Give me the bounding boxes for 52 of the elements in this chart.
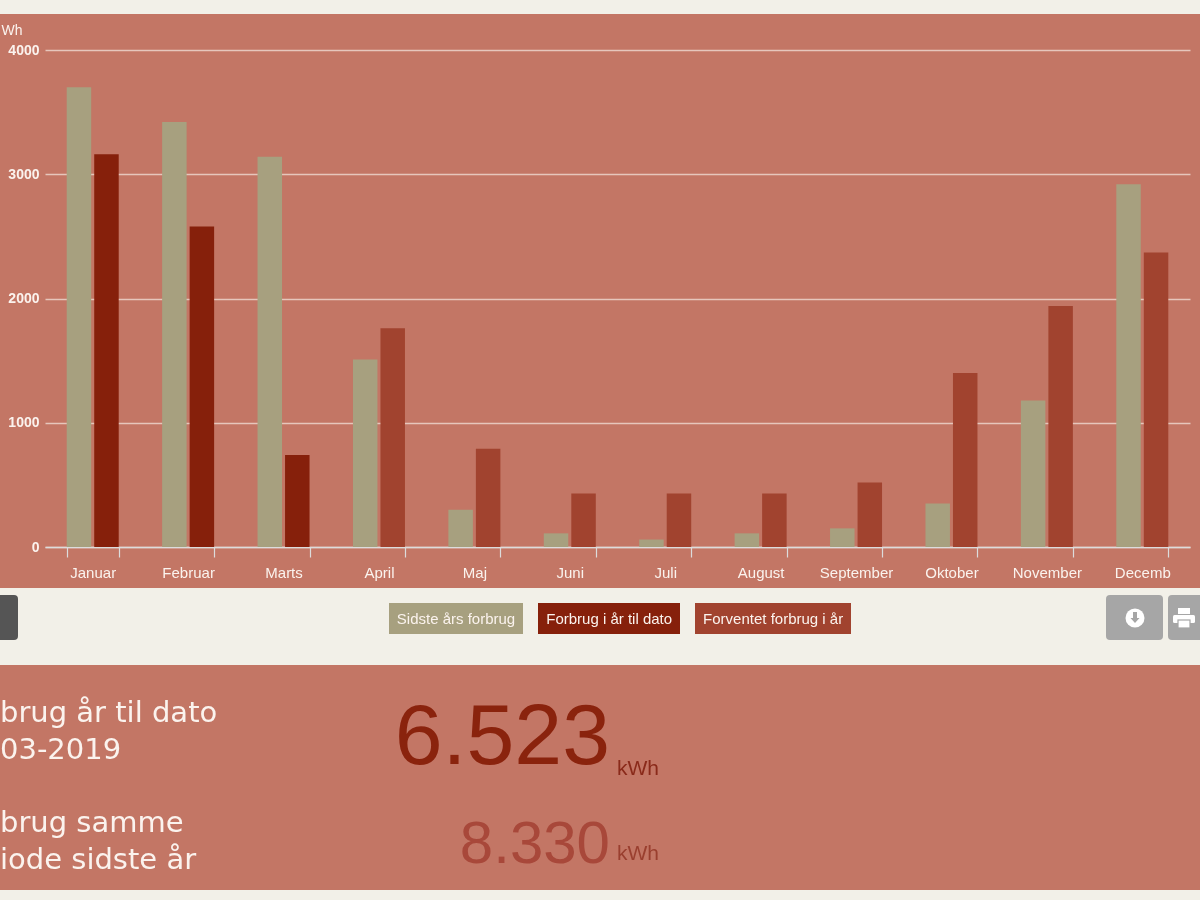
- text: Forventet forbrug i år: [695, 603, 852, 634]
- bar: [162, 122, 187, 547]
- text: Forbrug i år til dato: [538, 603, 681, 634]
- text: kWh: [617, 841, 659, 865]
- x-tick-label: November: [1012, 563, 1082, 581]
- y-tick-label: 4000: [8, 41, 40, 58]
- bar: [543, 533, 569, 547]
- x-tick-label: Februar: [162, 563, 215, 581]
- bar: [857, 482, 883, 547]
- text: brug år til dato: [0, 694, 218, 731]
- text: 03-2019: [0, 731, 122, 768]
- bar: [762, 493, 787, 547]
- x-tick-label: Oktober: [925, 563, 979, 581]
- bar: [448, 509, 473, 547]
- y-tick-label: 2000: [8, 290, 40, 306]
- bar: [639, 539, 664, 547]
- bar: [189, 226, 215, 547]
- bar: [830, 528, 855, 547]
- bar: [380, 328, 405, 547]
- x-tick-label: Decemb: [1114, 563, 1171, 581]
- bar: [925, 503, 950, 547]
- bar: [66, 87, 92, 547]
- y-tick-label: 3000: [8, 165, 40, 182]
- x-tick-label: September: [819, 563, 894, 581]
- text: kWh: [617, 756, 659, 780]
- x-tick-label: August: [737, 563, 786, 581]
- bar: [285, 455, 310, 547]
- bar: [1143, 252, 1169, 547]
- x-tick-label: April: [364, 563, 395, 581]
- y-tick-label: 0: [31, 538, 40, 555]
- text: brug samme: [0, 804, 184, 841]
- bar: [257, 156, 283, 547]
- x-tick-label: Maj: [462, 563, 487, 581]
- y-tick-label: 1000: [8, 414, 40, 431]
- bar: [952, 373, 978, 547]
- x-tick-label: Januar: [70, 563, 117, 581]
- bar: [734, 533, 760, 547]
- bar: [475, 448, 501, 547]
- text: iode sidste år: [0, 841, 197, 878]
- bar: [571, 493, 596, 547]
- text: Sidste års forbrug: [388, 603, 524, 634]
- x-tick-label: Juli: [654, 563, 677, 581]
- x-tick-label: Juni: [556, 563, 585, 581]
- bar: [94, 154, 119, 547]
- bar: [1116, 184, 1141, 547]
- y-axis-title: Wh: [1, 21, 23, 38]
- bar: [1020, 400, 1046, 547]
- bar: [352, 359, 378, 547]
- bar: [666, 493, 692, 547]
- bar: [1048, 305, 1073, 547]
- x-tick-label: Marts: [265, 563, 303, 581]
- text: 6.523: [393, 686, 610, 782]
